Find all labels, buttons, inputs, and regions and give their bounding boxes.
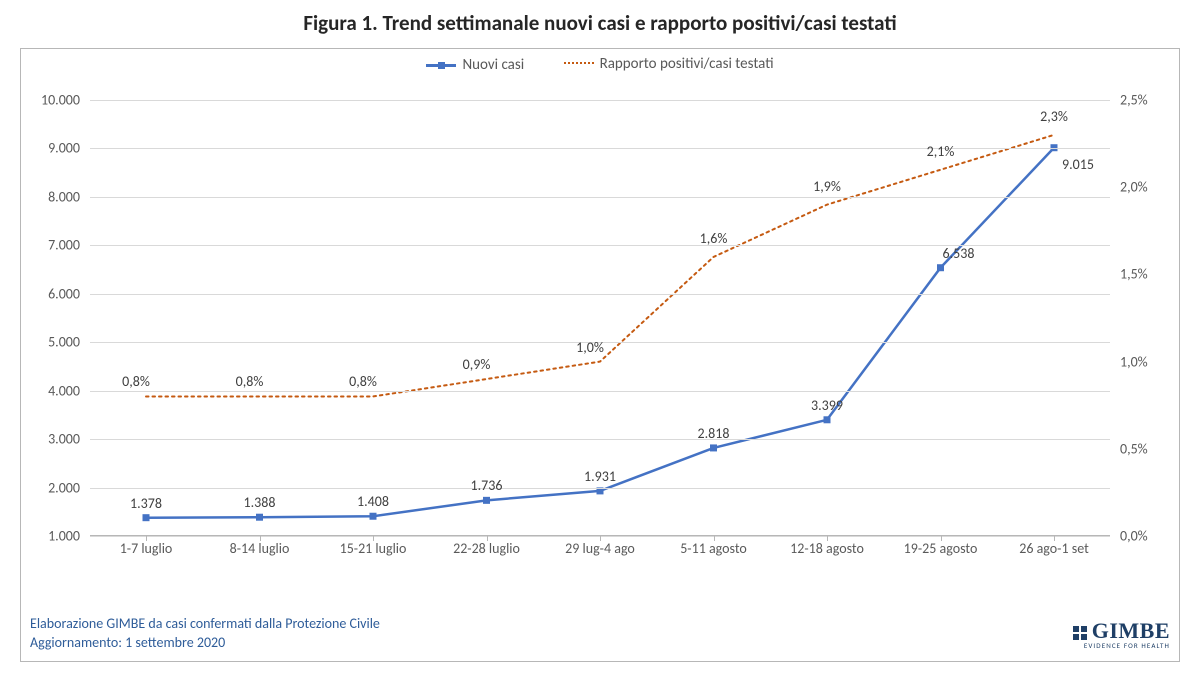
y-left-tick-label: 4.000 [20, 382, 80, 399]
data-label: 0,8% [349, 373, 377, 390]
data-label: 1,9% [813, 178, 841, 195]
y-left-tick-label: 10.000 [20, 92, 80, 109]
data-label: 3.399 [811, 397, 843, 414]
y-left-tick-label: 1.000 [20, 528, 80, 545]
y-left-tick-label: 3.000 [20, 431, 80, 448]
legend: Nuovi casi Rapporto positivi/casi testat… [0, 55, 1200, 76]
y-left-tick-label: 2.000 [20, 479, 80, 496]
data-marker [710, 444, 717, 451]
data-label: 1.931 [584, 468, 616, 485]
gridline [90, 148, 1110, 149]
x-tick [146, 536, 147, 541]
x-tick [714, 536, 715, 541]
y-right-tick-label: 1,0% [1120, 353, 1180, 370]
gridline [90, 294, 1110, 295]
gridline [90, 391, 1110, 392]
x-tick-label: 26 ago-1 set [1019, 540, 1089, 557]
x-tick-label: 12-18 agosto [790, 540, 864, 557]
data-label: 0,8% [122, 373, 150, 390]
logo-tagline: EVIDENCE FOR HEALTH [1072, 641, 1170, 650]
x-tick [1054, 536, 1055, 541]
y-left-tick-label: 7.000 [20, 237, 80, 254]
data-label: 0,8% [236, 373, 264, 390]
series-line [146, 135, 1054, 397]
plot-area: 1-7 luglio8-14 luglio15-21 luglio22-28 l… [90, 100, 1110, 536]
y-right-tick-label: 1,5% [1120, 266, 1180, 283]
logo-icon [1072, 625, 1088, 641]
data-marker [370, 513, 377, 520]
y-right-tick-label: 0,0% [1120, 528, 1180, 545]
data-label: 9.015 [1062, 156, 1094, 173]
data-label: 1.378 [130, 495, 162, 512]
source-footer: Elaborazione GIMBE da casi confermati da… [30, 615, 380, 653]
legend-item-nuovi-casi: Nuovi casi [426, 56, 524, 74]
x-axis-labels: 1-7 luglio 8-14 luglio 15-21 luglio 22-28 l… [90, 540, 1110, 570]
data-marker [143, 514, 150, 521]
x-tick [941, 536, 942, 541]
y-right-tick-label: 0,5% [1120, 440, 1180, 457]
x-tick-label: 19-25 agosto [904, 540, 978, 557]
x-tick-label: 5-11 agosto [680, 540, 747, 557]
source-line-2: Aggiornamento: 1 settembre 2020 [30, 634, 380, 653]
data-marker [483, 497, 490, 504]
line-marker-icon [426, 59, 456, 71]
x-tick [260, 536, 261, 541]
data-label: 1,6% [700, 230, 728, 247]
gridline [90, 100, 1110, 101]
data-label: 2,1% [927, 143, 955, 160]
x-tick [827, 536, 828, 541]
y-right-tick-label: 2,5% [1120, 92, 1180, 109]
x-tick-label: 22-28 luglio [453, 540, 520, 557]
data-marker [256, 514, 263, 521]
x-tick [373, 536, 374, 541]
gridline [90, 197, 1110, 198]
x-tick-label: 29 lug-4 ago [565, 540, 635, 557]
x-tick [600, 536, 601, 541]
x-tick-label: 1-7 luglio [120, 540, 173, 557]
data-label: 2.818 [698, 425, 730, 442]
legend-label: Nuovi casi [462, 56, 524, 74]
dotted-line-icon [564, 62, 594, 76]
data-label: 0,9% [463, 356, 491, 373]
x-tick [487, 536, 488, 541]
legend-label: Rapporto positivi/casi testati [600, 55, 774, 73]
y-left-tick-label: 6.000 [20, 285, 80, 302]
y-left-tick-label: 5.000 [20, 334, 80, 351]
y-left-tick-label: 9.000 [20, 140, 80, 157]
figure-container: Figura 1. Trend settimanale nuovi casi e… [0, 0, 1200, 675]
gridline [90, 488, 1110, 489]
series-line [146, 148, 1054, 518]
data-label: 6.538 [943, 245, 975, 262]
data-marker [824, 416, 831, 423]
data-label: 1.408 [357, 493, 389, 510]
gridline [90, 439, 1110, 440]
y-left-tick-label: 8.000 [20, 188, 80, 205]
x-tick-label: 8-14 luglio [230, 540, 290, 557]
chart-title: Figura 1. Trend settimanale nuovi casi e… [0, 0, 1200, 36]
legend-item-rapporto: Rapporto positivi/casi testati [564, 55, 774, 73]
data-label: 2,3% [1040, 108, 1068, 125]
gimbe-logo: GIMBE EVIDENCE FOR HEALTH [1072, 618, 1170, 650]
data-label: 1.388 [244, 494, 276, 511]
data-label: 1.736 [471, 477, 503, 494]
x-tick-label: 15-21 luglio [340, 540, 407, 557]
y-right-tick-label: 2,0% [1120, 179, 1180, 196]
source-line-1: Elaborazione GIMBE da casi confermati da… [30, 615, 380, 634]
data-label: 1,0% [576, 339, 604, 356]
data-marker [937, 264, 944, 271]
